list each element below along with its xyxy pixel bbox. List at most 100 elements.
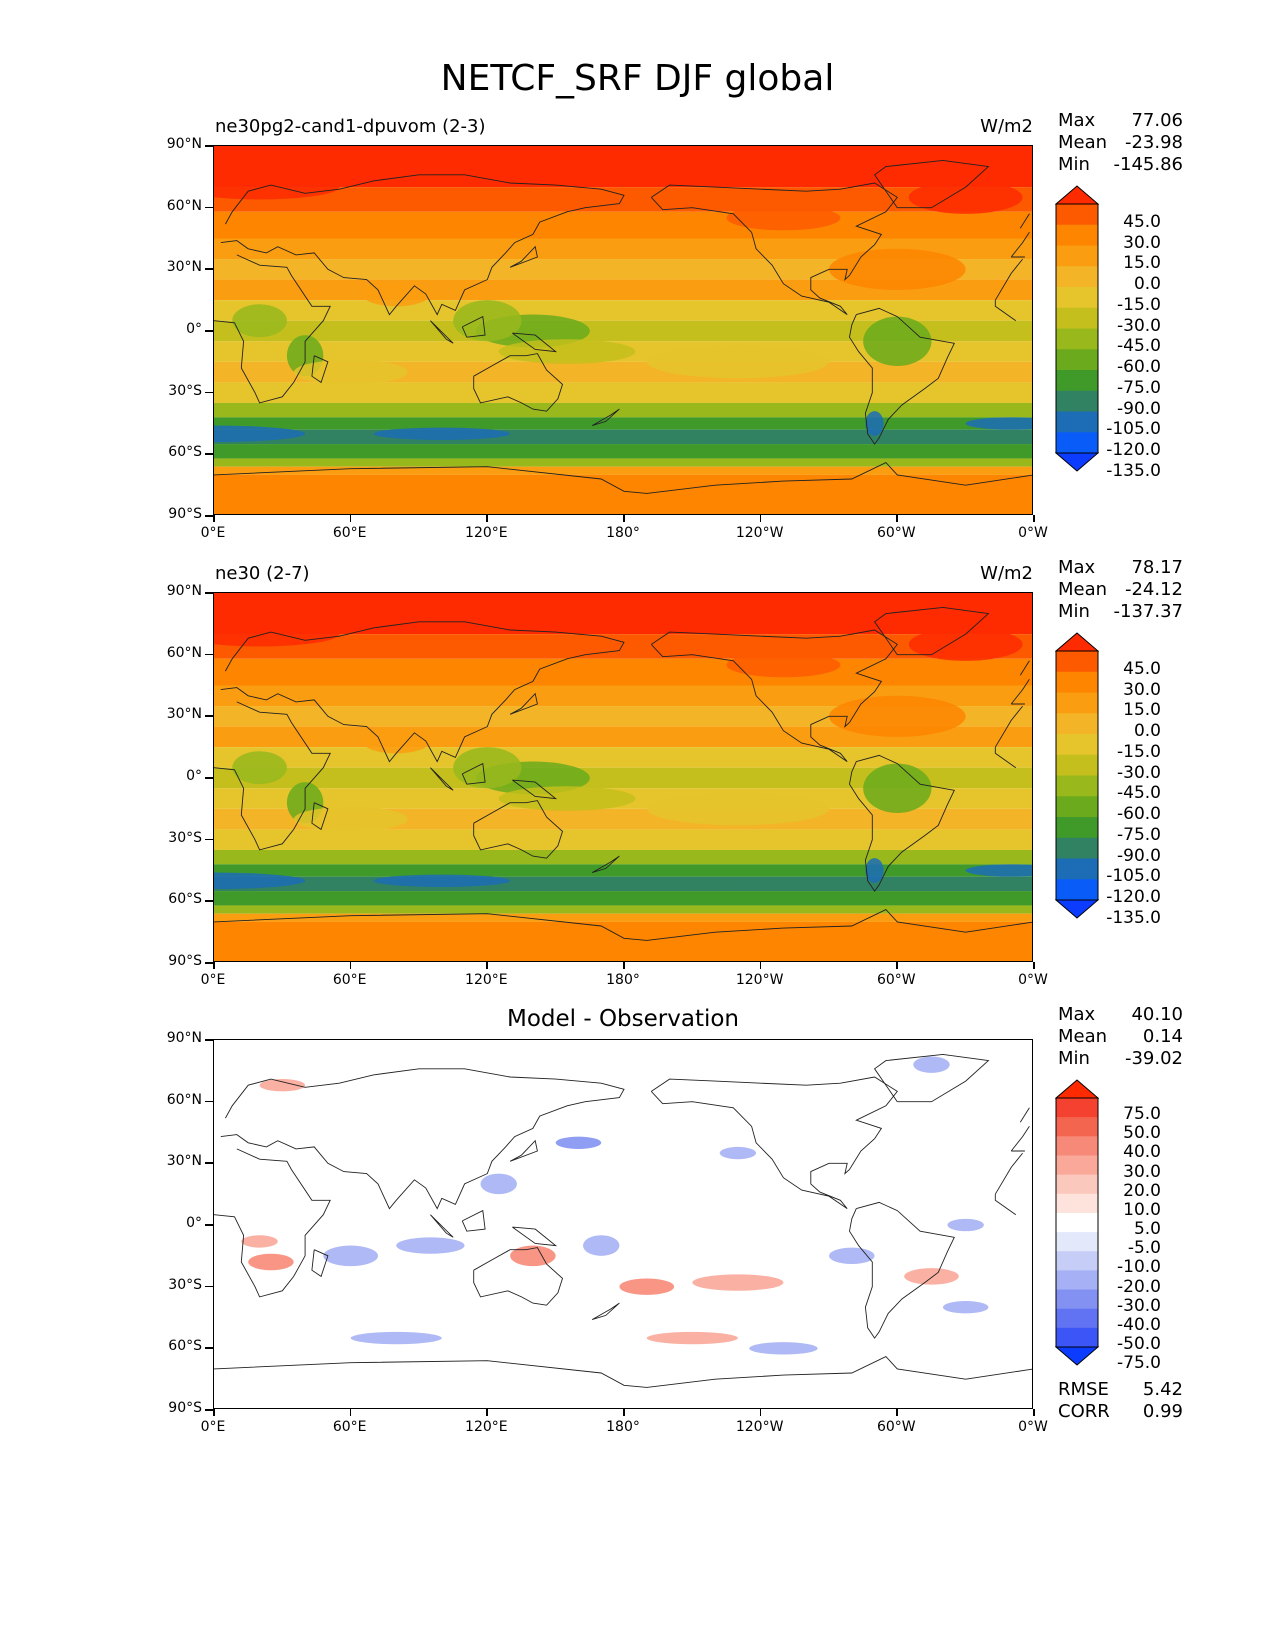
lat-tick-label: 90°S [168, 506, 202, 522]
contour-field [214, 593, 1032, 961]
stats-box: Max 77.06 Mean -23.98 Min -145.86 [1058, 110, 1183, 176]
lon-tick-mark [623, 515, 625, 522]
lat-tick-mark [205, 206, 213, 209]
colorbar-extend-top [1054, 1079, 1100, 1099]
lon-tick-label: 60°E [332, 525, 367, 541]
stats-box: Max 40.10 Mean 0.14 Min -39.02 [1058, 1004, 1183, 1070]
colorbar-label: -90.0 [1117, 398, 1161, 419]
colorbar-label: 30.0 [1123, 232, 1161, 253]
lat-tick-mark [205, 653, 213, 656]
colorbar-segment [1056, 432, 1098, 454]
lon-tick-label: 120°W [735, 1419, 784, 1435]
colorbar-label: -30.0 [1117, 315, 1161, 336]
lon-tick-label: 120°E [465, 525, 508, 541]
lat-tick-mark [205, 1162, 213, 1164]
colorbar-segment [1056, 1212, 1098, 1233]
lat-tick-mark [205, 391, 213, 394]
lat-tick-mark [205, 145, 213, 147]
colorbar-segment [1056, 1308, 1098, 1329]
lon-tick-mark [486, 962, 488, 969]
lon-tick-mark [896, 1409, 898, 1416]
lon-tick-label: 120°E [465, 972, 508, 988]
lon-tick-mark [1033, 1409, 1035, 1416]
colorbar-label: -45.0 [1117, 336, 1161, 357]
lat-tick-label: 30°N [166, 706, 202, 723]
lat-tick-mark [205, 515, 213, 517]
map-plot [213, 592, 1033, 962]
lat-tick-label: 90°N [166, 136, 202, 152]
colorbar-segment [1056, 879, 1098, 901]
stat-row: Mean 0.14 [1058, 1026, 1183, 1048]
stat-value: 77.06 [1131, 110, 1183, 131]
lon-tick-label: 60°E [332, 972, 367, 988]
lon-tick-label: 60°W [876, 525, 916, 541]
colorbar-extend-top [1054, 185, 1100, 205]
lon-tick-mark [486, 1409, 488, 1416]
colorbar-segment [1056, 1193, 1098, 1214]
lon-tick-mark [759, 515, 762, 522]
colorbar-segment [1056, 328, 1098, 350]
contour-field [214, 1040, 1032, 1408]
colorbar-label: -75.0 [1117, 1353, 1161, 1374]
stat-value: -24.12 [1124, 579, 1183, 600]
colorbar-label: 5.0 [1133, 1219, 1161, 1240]
lon-tick-label: 120°W [735, 972, 784, 988]
colorbar-segment [1056, 224, 1098, 246]
colorbar-label: -30.0 [1117, 762, 1161, 783]
colorbar-segment [1056, 1174, 1098, 1195]
colorbar-segment [1056, 307, 1098, 329]
colorbar-segment [1056, 1098, 1098, 1118]
colorbar-segment [1056, 1155, 1098, 1176]
colorbar-segment [1056, 858, 1098, 880]
coastlines [214, 606, 1032, 941]
colorbar-label: -135.0 [1106, 460, 1161, 481]
stat-label: Min [1058, 601, 1090, 622]
stat-value: -39.02 [1124, 1048, 1183, 1069]
stat-value: -145.86 [1113, 154, 1183, 175]
stat-label: CORR [1058, 1401, 1110, 1422]
lon-tick-mark [759, 962, 762, 969]
colorbar-label: -135.0 [1106, 907, 1161, 928]
stat-row: Max 78.17 [1058, 557, 1183, 579]
lon-tick-label: 180° [606, 972, 640, 988]
lon-tick-mark [213, 1409, 215, 1416]
lat-tick-mark [205, 1347, 213, 1349]
lat-tick-label: 30°S [168, 1276, 202, 1293]
colorbar-label: -45.0 [1117, 783, 1161, 804]
stat-row: Min -137.37 [1058, 601, 1183, 623]
lat-tick-mark [205, 1285, 213, 1288]
lon-tick-mark [1033, 962, 1035, 969]
colorbar-label: -120.0 [1106, 440, 1161, 460]
lon-tick-label: 180° [606, 1419, 640, 1435]
lat-tick-mark [205, 838, 213, 841]
stat-row: Mean -23.98 [1058, 132, 1183, 154]
error-stats-box: RMSE 5.42 CORR 0.99 [1058, 1379, 1183, 1423]
lon-tick-label: 60°W [876, 972, 916, 988]
colorbar-label: -120.0 [1106, 887, 1161, 907]
lat-tick-label: 60°S [168, 1338, 202, 1355]
colorbar-label: -40.0 [1117, 1314, 1161, 1335]
stat-row: CORR 0.99 [1058, 1401, 1183, 1423]
colorbar-segment [1056, 1270, 1098, 1291]
colorbar-segment [1056, 671, 1098, 693]
stat-label: Mean [1058, 579, 1108, 600]
lat-tick-label: 30°S [168, 829, 202, 846]
colorbar-label: -75.0 [1117, 377, 1161, 398]
colorbar-segment [1056, 1136, 1098, 1156]
colorbar-segment [1056, 204, 1098, 226]
lon-tick-label: 180° [606, 525, 640, 541]
stat-row: Min -39.02 [1058, 1048, 1183, 1070]
lon-tick-mark [759, 1409, 762, 1416]
panel-title: ne30 (2-7) [215, 563, 310, 584]
lon-tick-mark [349, 1409, 352, 1416]
lon-tick-mark [349, 515, 352, 522]
colorbar-label: -30.0 [1117, 1295, 1161, 1316]
colorbar-label: -5.0 [1127, 1238, 1161, 1259]
colorbar-label: -20.0 [1117, 1276, 1161, 1297]
lat-tick-mark [205, 330, 213, 332]
lon-tick-label: 0°W [1018, 1419, 1048, 1435]
colorbar-segment [1056, 287, 1098, 309]
colorbar-segment [1056, 734, 1098, 756]
lat-tick-mark [205, 1409, 213, 1411]
lat-tick-label: 60°N [166, 644, 202, 661]
